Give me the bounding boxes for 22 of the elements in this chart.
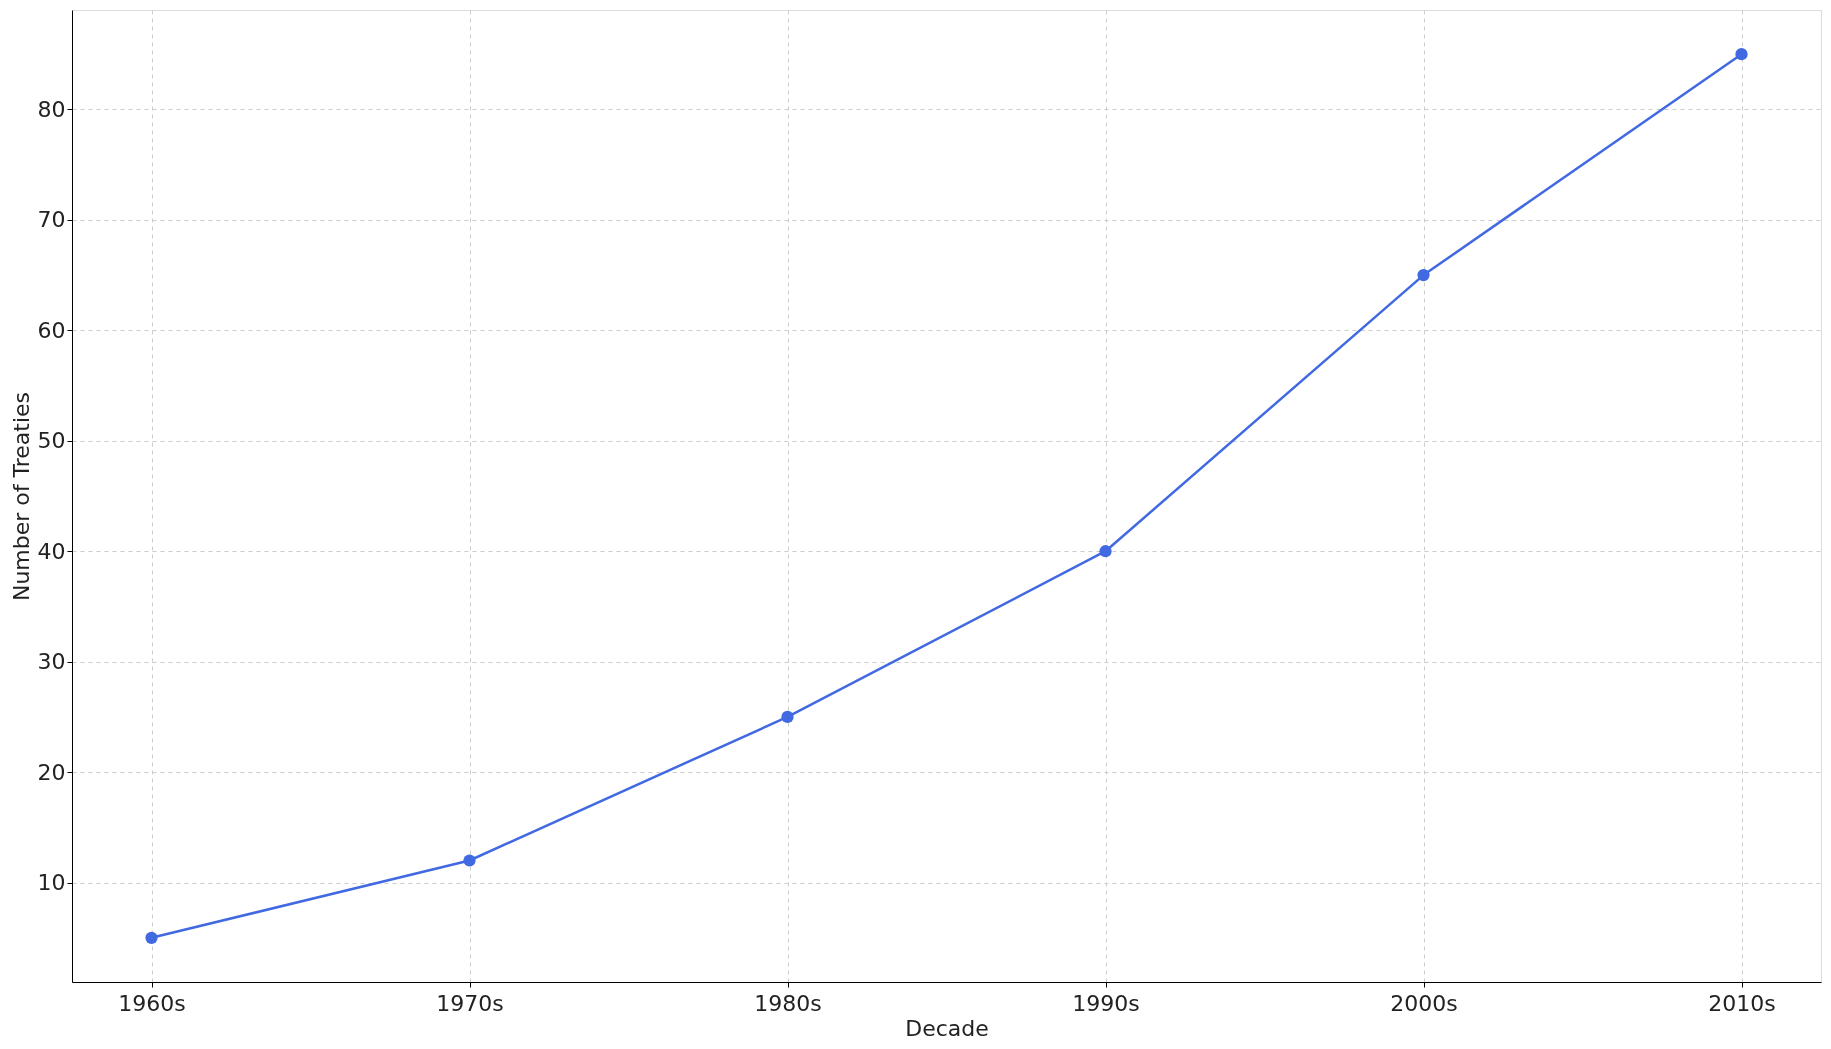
point [145,931,158,944]
x-tick-label: 1960s [118,990,186,1016]
x-axis-title: Decade [905,1015,989,1041]
x-tick-label: 1980s [754,990,822,1016]
point [1417,268,1430,282]
point [1099,545,1112,558]
x-tick-label: 1970s [436,990,504,1016]
y-tick-label: 40 [37,538,66,564]
y-tick-label: 50 [37,428,66,454]
x-tick-label: 2000s [1390,990,1458,1016]
point [463,854,476,867]
point [781,710,794,724]
x-tick-label: 1990s [1072,990,1140,1016]
y-tick-label: 30 [37,649,66,675]
y-tick-label: 60 [37,317,66,343]
y-tick-label: 80 [37,96,66,122]
y-tick-label: 70 [37,207,66,233]
y-tick-label: 10 [37,870,66,896]
x-tick-label: 2010s [1708,990,1776,1016]
point [1735,48,1748,61]
y-axis-title: Number of Treaties [8,391,34,602]
y-tick-label: 20 [37,759,66,785]
